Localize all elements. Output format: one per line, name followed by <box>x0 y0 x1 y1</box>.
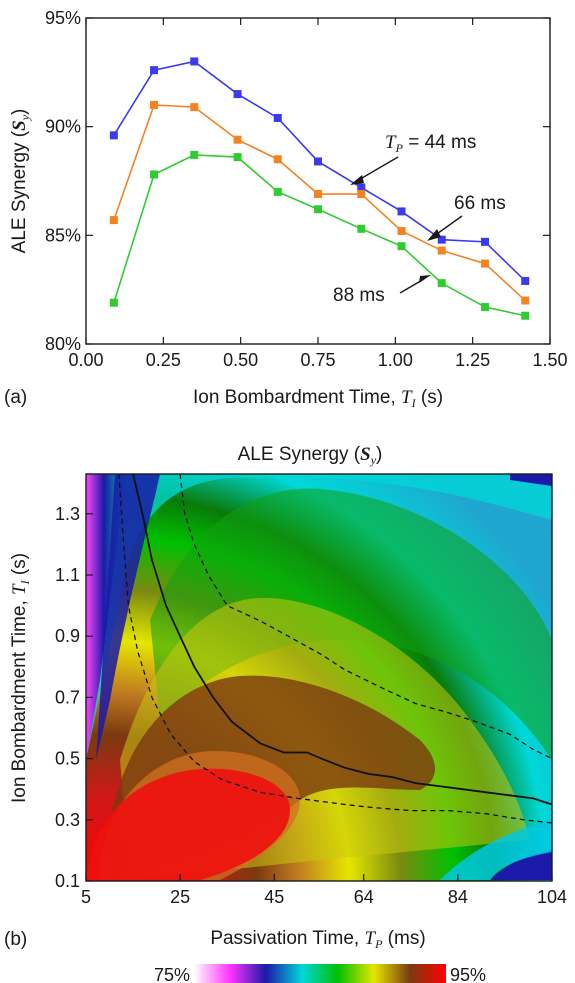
x-tick-label: 25 <box>170 887 190 907</box>
data-point <box>190 103 199 112</box>
data-point <box>273 155 282 164</box>
data-point <box>314 205 322 214</box>
y-tick-label: 0.7 <box>55 687 80 707</box>
data-point <box>109 131 118 140</box>
y-tick-label: 1.1 <box>55 565 80 585</box>
colorbar-min-label: 75% <box>154 965 190 983</box>
x-tick-label: 84 <box>448 887 468 907</box>
data-point <box>357 190 366 199</box>
x-tick-label: 0.75 <box>300 350 335 370</box>
y-axis-label: ALE Synergy (Sy) <box>9 109 32 254</box>
y-tick-label: 85% <box>45 225 81 245</box>
arrowhead-88ms <box>419 275 431 283</box>
data-point <box>314 157 322 166</box>
contour-solid <box>132 474 552 806</box>
heatmap-title: ALE Synergy (Sy) <box>238 444 383 467</box>
y-tick-label: 0.9 <box>55 626 80 646</box>
x-tick-label: 5 <box>81 887 91 907</box>
data-point <box>109 298 118 307</box>
heatmap-frame <box>85 473 553 882</box>
colorbar <box>194 964 446 983</box>
x-tick-label: 45 <box>264 887 284 907</box>
data-point <box>397 207 406 216</box>
data-point <box>109 216 118 225</box>
data-point <box>150 100 159 109</box>
annotation-66ms: 66 ms <box>454 193 506 214</box>
panel-label-a: (a) <box>4 387 27 408</box>
arrowhead-44ms <box>350 175 364 185</box>
annotation-arrow-44ms <box>356 156 399 182</box>
data-point <box>233 90 242 99</box>
data-point <box>273 113 282 122</box>
x-tick-label: 0.25 <box>146 350 181 370</box>
x-tick-label: 1.50 <box>532 350 567 370</box>
series-line <box>113 60 526 282</box>
heatmap-x-axis-label: Passivation Time, TP (ms) <box>210 928 425 951</box>
y-tick-label: 95% <box>45 8 81 28</box>
y-tick-label: 90% <box>45 117 81 137</box>
y-tick-label: 0.3 <box>55 810 80 830</box>
data-point <box>437 246 446 255</box>
y-tick-label: 0.1 <box>55 871 80 891</box>
data-point <box>233 153 242 162</box>
x-axis-label: Ion Bombardment Time, TI (s) <box>193 387 443 410</box>
data-point <box>397 242 406 251</box>
contour-dashed <box>179 474 552 760</box>
axis-ticks: 0.00 0.25 0.50 0.75 1.00 1.25 1.50 80% 85% 90% 95% <box>45 8 568 370</box>
y-tick-label: 1.3 <box>55 504 80 524</box>
data-point <box>521 311 530 320</box>
data-point <box>150 170 159 179</box>
data-point <box>190 57 199 66</box>
data-point <box>481 303 490 312</box>
x-tick-label: 104 <box>537 887 567 907</box>
data-point <box>521 296 530 305</box>
heatmap-y-axis-label: Ion Bombardment Time, TI (s) <box>9 553 32 803</box>
data-point <box>150 66 159 75</box>
x-tick-label: 1.25 <box>455 350 490 370</box>
data-point <box>273 187 282 196</box>
x-tick-label: 64 <box>354 887 374 907</box>
data-point <box>314 190 322 199</box>
heatmap-field <box>86 474 552 881</box>
contour-lines <box>118 474 552 824</box>
heatmap-panel: ALE Synergy (Sy) 5 25 45 64 <box>4 444 567 983</box>
heatmap-axis-ticks: 5 25 45 64 84 104 0.1 0.3 0.5 0.7 0.9 1.1 1.3 <box>55 504 567 907</box>
x-tick-label: 0.50 <box>223 350 258 370</box>
y-tick-label: 80% <box>45 334 81 354</box>
data-point <box>357 224 366 233</box>
y-tick-label: 0.5 <box>55 749 80 769</box>
data-point <box>437 235 446 244</box>
series-line <box>113 154 526 317</box>
contour-dashed <box>118 474 552 824</box>
x-tick-label: 0.00 <box>68 350 103 370</box>
data-point <box>437 279 446 288</box>
x-tick-label: 1.00 <box>378 350 413 370</box>
arrowhead-66ms <box>427 229 441 241</box>
data-point <box>481 259 490 268</box>
colorbar-max-label: 95% <box>450 965 486 983</box>
data-point <box>233 135 242 144</box>
data-point <box>190 150 199 159</box>
line-chart-panel: 0.00 0.25 0.50 0.75 1.00 1.25 1.50 80% 85% 90% 95%… <box>4 8 568 410</box>
data-point <box>521 276 530 285</box>
panel-label-b: (b) <box>4 929 27 950</box>
annotation-88ms: 88 ms <box>333 285 385 306</box>
data-point <box>481 237 490 246</box>
annotation-44ms: TP = 44 ms <box>385 132 476 155</box>
series-group <box>109 57 530 320</box>
data-point <box>397 226 406 235</box>
data-point <box>357 183 366 192</box>
